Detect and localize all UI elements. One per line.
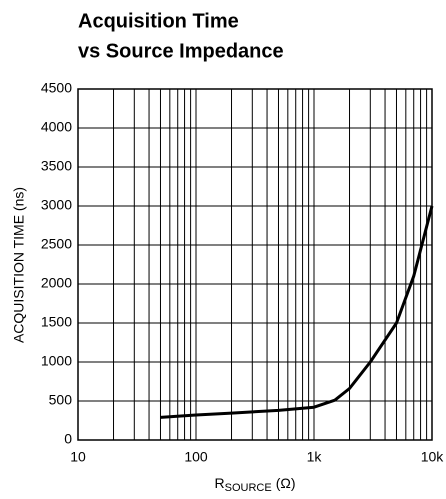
x-axis-label-main: R xyxy=(215,475,225,491)
y-tick-label: 0 xyxy=(64,431,72,447)
x-tick-label: 10k xyxy=(421,449,445,465)
x-axis-label: RSOURCE (Ω) xyxy=(215,475,296,494)
y-tick-label: 3000 xyxy=(41,197,72,213)
y-axis-label: ACQUISITION TIME (ns) xyxy=(11,187,27,343)
x-tick-label: 10 xyxy=(70,449,86,465)
y-tick-label: 1000 xyxy=(41,353,72,369)
x-tick-label: 100 xyxy=(184,449,208,465)
y-tick-label: 1500 xyxy=(41,314,72,330)
x-axis-label-sub: SOURCE xyxy=(225,482,272,494)
y-tick-label: 500 xyxy=(49,392,73,408)
chart-title: Acquisition Time xyxy=(78,10,239,32)
x-tick-label: 1k xyxy=(307,449,323,465)
chart-title: vs Source Impedance xyxy=(78,40,284,62)
y-tick-label: 2000 xyxy=(41,275,72,291)
y-tick-label: 3500 xyxy=(41,158,72,174)
y-tick-label: 4000 xyxy=(41,119,72,135)
y-tick-label: 2500 xyxy=(41,236,72,252)
data-line xyxy=(160,205,434,419)
x-axis-label-unit: (Ω) xyxy=(276,475,296,491)
y-tick-label: 4500 xyxy=(41,80,72,96)
plot-frame xyxy=(77,88,433,441)
